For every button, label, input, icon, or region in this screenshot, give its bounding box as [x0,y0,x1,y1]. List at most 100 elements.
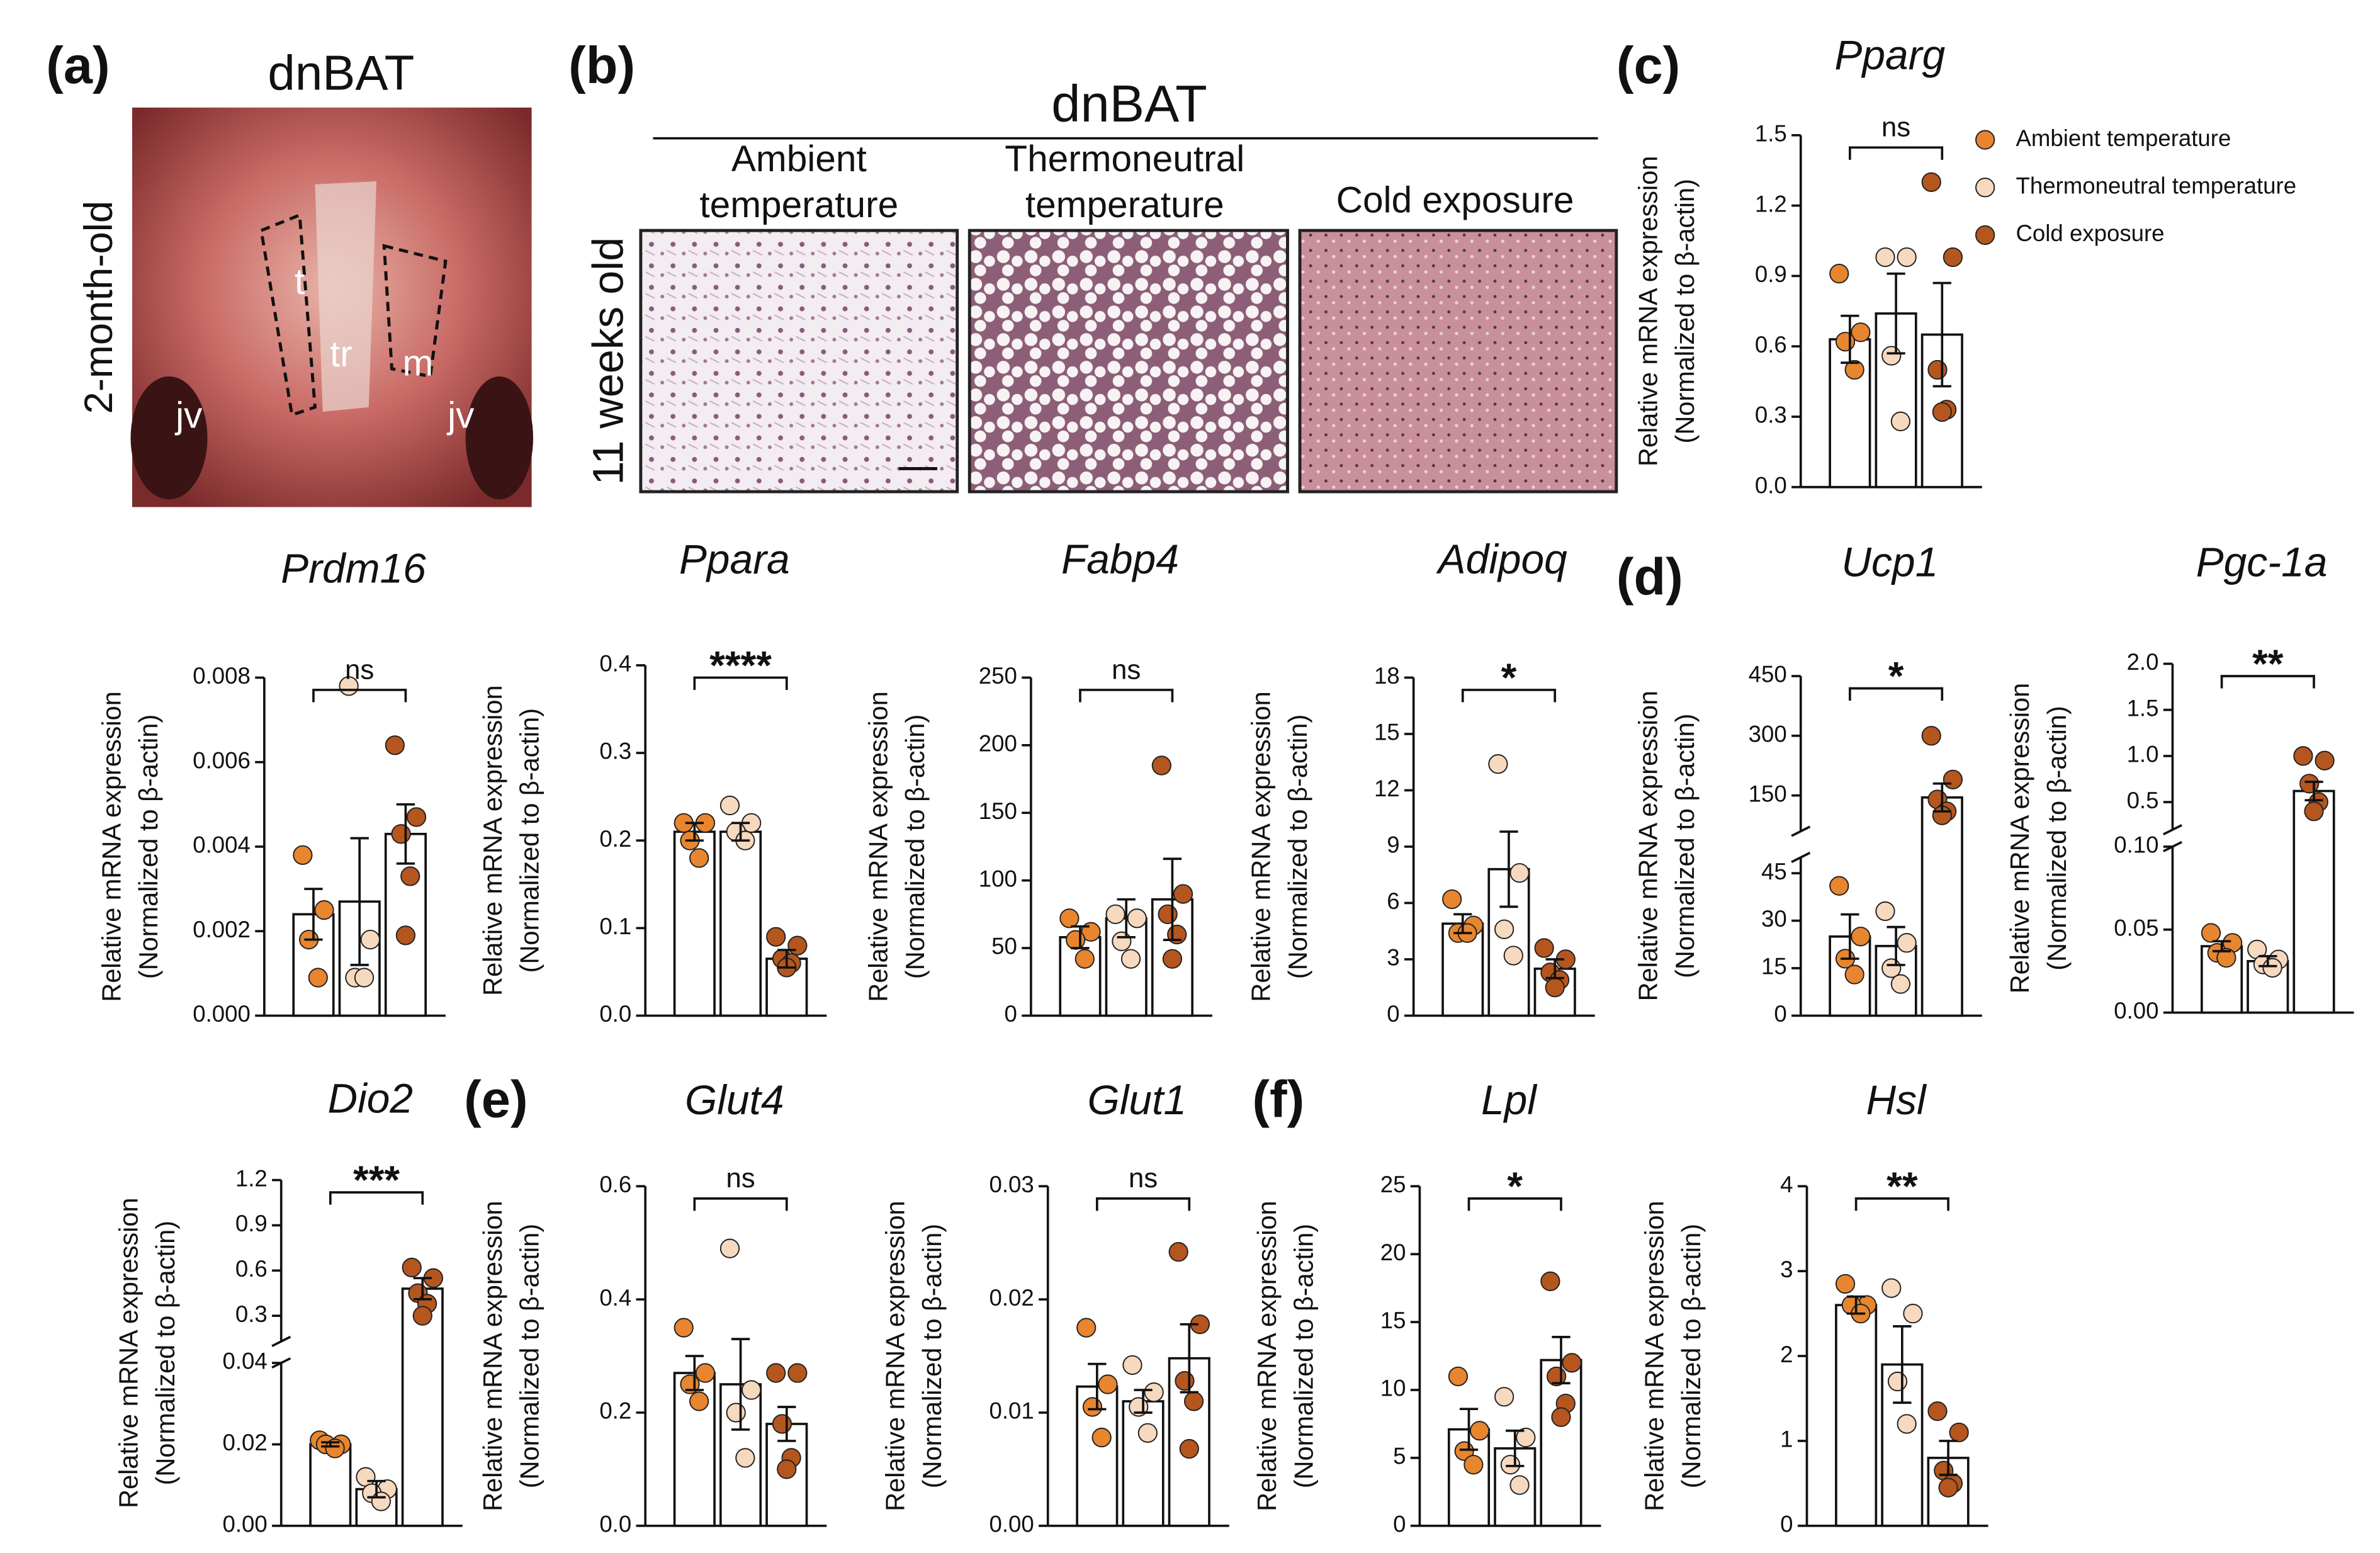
data-point [695,1363,716,1383]
error-bar [1552,1336,1571,1385]
y-tick-label: 100 [979,866,1017,891]
data-point [1949,1422,1969,1443]
data-point [1105,904,1125,924]
data-point [689,848,709,868]
chart-title: Dio2 [328,1075,414,1122]
chart-title: Adipoq [1436,536,1568,582]
chart-title: Prdm16 [281,545,426,591]
data-point [1932,402,1952,422]
legend-label: Cold exposure [2016,220,2164,246]
data-point [1921,172,1941,192]
data-point [1122,1355,1142,1375]
y-tick-label: 300 [1749,721,1787,747]
y-tick-label: 5 [1393,1443,1406,1469]
legend-swatch [1975,178,1995,198]
y-axis-label: (Normalized to β-actin) [1670,714,1700,978]
data-point [719,795,740,816]
y-tick-label: 0 [1005,1001,1017,1027]
y-tick-label: 2 [1780,1341,1793,1367]
error-bar [2212,940,2231,952]
chart-title: Pgc-1a [2196,539,2328,585]
data-point [1488,754,1508,774]
y-tick-label: 0.6 [1755,332,1787,358]
photo-label: jv [446,395,475,436]
data-point [1890,411,1911,432]
y-tick-label: 0.05 [2114,915,2158,940]
data-point [1516,1427,1536,1448]
data-point [1540,1271,1560,1292]
y-tick-label: 0.04 [222,1348,267,1374]
y-tick-label: 0 [1387,1001,1399,1027]
data-point [1082,1397,1103,1417]
significance-bracket [693,1197,788,1211]
data-point [1835,1273,1856,1294]
data-point [1890,974,1911,994]
y-tick-label: 0.2 [599,826,631,852]
y-axis-label: Relative mRNA expression [478,1200,507,1511]
data-point [391,824,411,844]
error-bar [1887,272,1905,355]
y-axis-label: (Normalized to β-actin) [900,714,930,979]
data-point [371,1491,391,1511]
data-point [1881,1278,1902,1298]
chart-title: Glut1 [1088,1076,1187,1123]
error-bar [1459,1408,1479,1451]
significance-bracket [329,1191,424,1205]
bar [1487,867,1530,1017]
data-point [1835,332,1856,352]
micrograph [1298,229,1618,494]
photo-age: 2-month-old [77,201,121,414]
data-point [1545,978,1565,998]
data-point [356,1467,376,1487]
data-point [1851,322,1871,342]
error-bar [396,803,415,865]
data-point [787,1363,808,1383]
error-bar [1932,281,1951,388]
significance-label: ns [1129,1163,1158,1194]
photo-label: m [403,342,434,383]
data-point [1175,1371,1195,1391]
data-point [772,1414,792,1434]
significance-label: ns [345,654,374,685]
error-bar [1163,857,1182,941]
data-point [1098,1374,1118,1394]
y-axis-label: (Normalized to β-actin) [1289,1224,1319,1488]
legend-swatch [1975,130,1995,150]
error-bar [1841,314,1859,364]
data-point [1144,1382,1164,1403]
data-point [1829,876,1849,896]
y-tick-label: 0.002 [193,917,251,942]
data-point [689,1391,709,1411]
y-tick-label: 1.5 [1755,120,1787,146]
data-point [1875,901,1895,922]
data-point [719,1238,740,1258]
y-tick-label: 200 [979,731,1017,757]
significance-label: **** [709,644,772,688]
significance-bracket [1849,687,1944,701]
y-tick-label: 0.02 [222,1430,267,1455]
error-bar [1893,1325,1912,1404]
legend-swatch [1975,225,1995,246]
data-point [1927,1401,1948,1421]
vein [465,376,534,500]
panel-label: (f) [1252,1070,1304,1128]
y-tick-label: 0.9 [235,1211,268,1236]
column-label: Cold exposure [1336,180,1574,221]
error-bar [413,1277,432,1301]
y-tick-label: 3 [1387,945,1399,971]
y-axis-label: (Normalized to β-actin) [150,1221,180,1485]
data-point [1442,889,1462,910]
data-point [1903,1304,1923,1324]
error-bar [2259,955,2277,968]
y-tick-label: 10 [1380,1375,1406,1401]
y-axis-label: Relative mRNA expression [880,1200,910,1511]
significance-bracket [693,676,788,690]
panel-label: (a) [46,36,110,94]
data-point [2262,957,2282,978]
data-point [360,929,380,950]
data-point [1158,904,1178,924]
y-tick-label: 0.004 [193,832,251,858]
significance-bracket [1849,146,1944,160]
y-tick-label: 1.2 [1755,191,1787,217]
significance-bracket [312,689,407,703]
